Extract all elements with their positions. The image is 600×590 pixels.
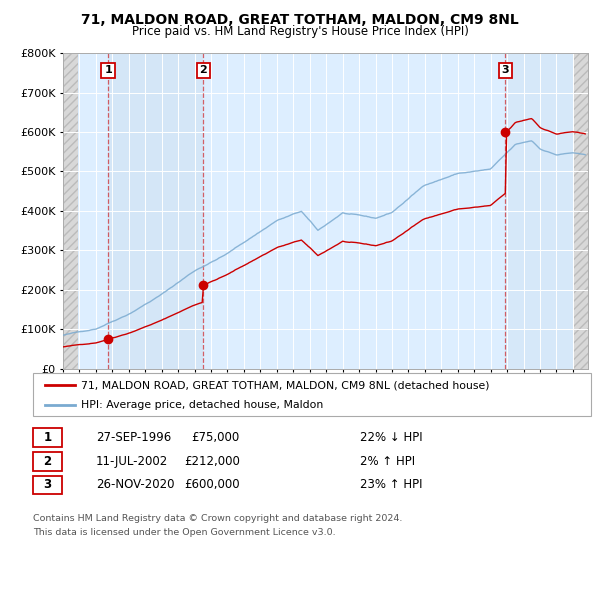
Text: This data is licensed under the Open Government Licence v3.0.: This data is licensed under the Open Gov… [33, 528, 335, 537]
Bar [574, 53, 599, 369]
Text: 71, MALDON ROAD, GREAT TOTHAM, MALDON, CM9 8NL (detached house): 71, MALDON ROAD, GREAT TOTHAM, MALDON, C… [81, 381, 490, 390]
Text: 2: 2 [43, 455, 52, 468]
Text: £75,000: £75,000 [192, 431, 240, 444]
Text: 2: 2 [199, 65, 207, 76]
Text: 1: 1 [104, 65, 112, 76]
Text: Contains HM Land Registry data © Crown copyright and database right 2024.: Contains HM Land Registry data © Crown c… [33, 514, 403, 523]
Text: 27-SEP-1996: 27-SEP-1996 [96, 431, 171, 444]
Text: 1: 1 [43, 431, 52, 444]
Text: 11-JUL-2002: 11-JUL-2002 [96, 455, 168, 468]
Text: Price paid vs. HM Land Registry's House Price Index (HPI): Price paid vs. HM Land Registry's House … [131, 25, 469, 38]
Text: 2% ↑ HPI: 2% ↑ HPI [360, 455, 415, 468]
Text: 22% ↓ HPI: 22% ↓ HPI [360, 431, 422, 444]
Text: HPI: Average price, detached house, Maldon: HPI: Average price, detached house, Mald… [81, 401, 323, 410]
Text: 23% ↑ HPI: 23% ↑ HPI [360, 478, 422, 491]
Text: 26-NOV-2020: 26-NOV-2020 [96, 478, 175, 491]
Bar [108, 53, 203, 369]
Bar [203, 53, 505, 369]
Text: £600,000: £600,000 [184, 478, 240, 491]
Bar [63, 53, 78, 369]
Text: 3: 3 [43, 478, 52, 491]
Text: 3: 3 [502, 65, 509, 76]
Bar [505, 53, 574, 369]
Text: £212,000: £212,000 [184, 455, 240, 468]
Text: 71, MALDON ROAD, GREAT TOTHAM, MALDON, CM9 8NL: 71, MALDON ROAD, GREAT TOTHAM, MALDON, C… [81, 13, 519, 27]
